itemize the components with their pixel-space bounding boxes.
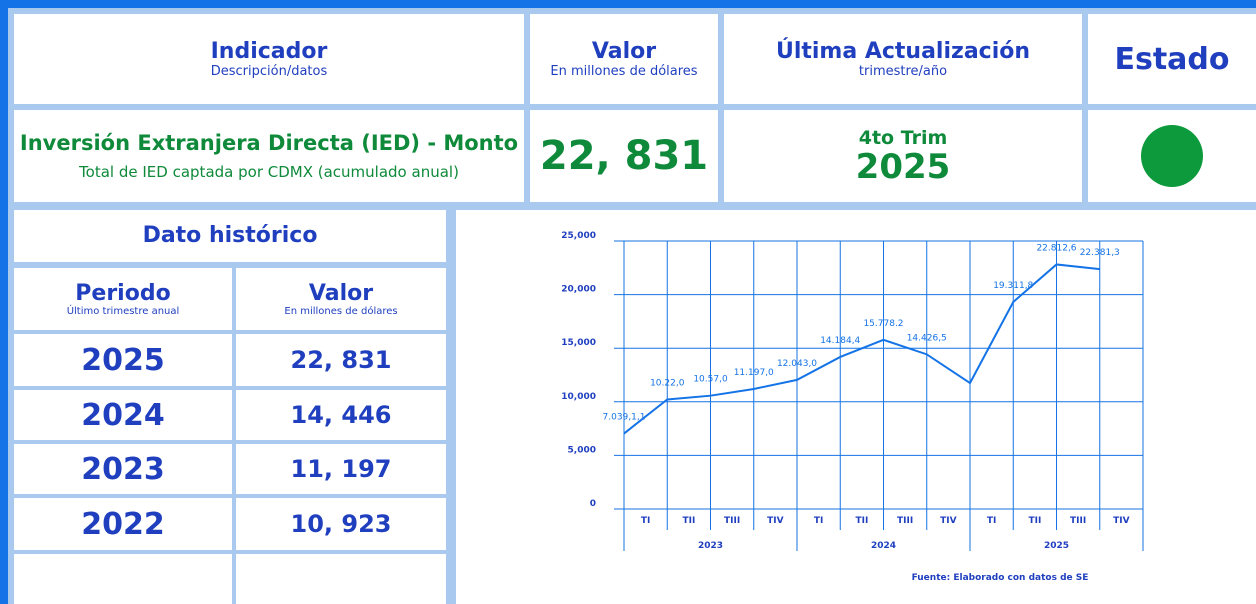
value-label: 7.039,1,1 — [603, 413, 646, 423]
value-label: 11.197,0 — [734, 368, 774, 378]
x-tick-label: TIV — [767, 516, 783, 526]
status-indicator — [1141, 125, 1203, 187]
indicator-cell: Inversión Extranjera Directa (IED) - Mon… — [14, 110, 524, 202]
history-value: 11, 197 — [290, 455, 392, 483]
empty-cell — [236, 554, 446, 604]
indicator-year: 2025 — [855, 147, 951, 187]
header-cell: Valor En millones de dólares — [530, 14, 718, 104]
col-subtitle: Último trimestre anual — [66, 305, 180, 317]
value-label: 14.184,4 — [820, 336, 860, 346]
value-label: 15.778.2 — [863, 319, 903, 329]
history-period: 2022 — [81, 506, 165, 542]
history-cell: 22, 831 — [236, 334, 446, 386]
history-cell: 2025 — [14, 334, 232, 386]
line — [623, 263, 1100, 435]
y-tick-label: 0 — [590, 499, 596, 509]
col-subtitle: En millones de dólares — [284, 305, 398, 317]
source-note: Fuente: Elaborado con datos de SE — [912, 573, 1089, 583]
history-period: 2024 — [81, 397, 165, 433]
x-tick-label: TIII — [1070, 516, 1086, 526]
history-period: 2025 — [81, 342, 165, 378]
value-label: 14.426,5 — [907, 333, 947, 343]
x-tick-label: TIV — [940, 516, 956, 526]
col-title: Periodo — [75, 280, 171, 306]
header-title: Valor — [591, 38, 657, 64]
history-cell: 10, 923 — [236, 498, 446, 550]
col-title: Valor — [308, 280, 374, 306]
y-tick-label: 25,000 — [561, 231, 596, 241]
value-label: 10.22,0 — [650, 378, 685, 388]
x-tick-label: TII — [682, 516, 695, 526]
x-group-label: 2023 — [698, 541, 723, 551]
x-group-label: 2024 — [871, 541, 896, 551]
header-cell: Última Actualización trimestre/año — [724, 14, 1082, 104]
value-label: 22.381,3 — [1080, 248, 1120, 258]
history-col-header: Valor En millones de dólares — [236, 268, 446, 330]
empty-cell — [14, 554, 232, 604]
update-cell: 4to Trim 2025 — [724, 110, 1082, 202]
chart-panel: 0 5,000 10,000 15,000 20,000 25,000 TI TII TIII T… — [456, 210, 1256, 604]
indicator-period: 4to Trim — [858, 127, 948, 149]
history-title-cell: Dato histórico — [14, 210, 446, 262]
y-tick-label: 15,000 — [561, 338, 596, 348]
history-cell: 2023 — [14, 444, 232, 494]
header-cell: Indicador Descripción/datos — [14, 14, 524, 104]
x-group-label: 2025 — [1044, 541, 1069, 551]
history-value: 22, 831 — [290, 346, 392, 374]
chart: 0 5,000 10,000 15,000 20,000 25,000 TI TII TIII T… — [561, 231, 1144, 583]
header-title: Última Actualización — [775, 38, 1031, 64]
history-col-header: Periodo Último trimestre anual — [14, 268, 232, 330]
history-value: 10, 923 — [290, 510, 392, 538]
header-subtitle: trimestre/año — [858, 63, 948, 79]
value-label: 12.043,0 — [777, 359, 817, 369]
header-subtitle: En millones de dólares — [550, 63, 698, 79]
x-tick-label: TII — [1028, 516, 1041, 526]
x-tick-label: TIII — [724, 516, 740, 526]
history-cell: 14, 446 — [236, 390, 446, 440]
x-tick-label: TIII — [897, 516, 913, 526]
indicator-name: Inversión Extranjera Directa (IED) - Mon… — [19, 131, 519, 155]
indicator-value: 22, 831 — [539, 133, 709, 179]
grid-bg: Indicador Descripción/datos Valor En mil… — [8, 8, 1256, 604]
header-cell: Estado — [1088, 14, 1256, 104]
history-cell: 2024 — [14, 390, 232, 440]
header-title: Indicador — [210, 38, 328, 64]
y-tick-label: 10,000 — [561, 392, 596, 402]
history-value: 14, 446 — [290, 401, 392, 429]
status-cell — [1088, 110, 1256, 202]
x-tick-label: TI — [641, 516, 651, 526]
value-label: 10.57,0 — [693, 375, 728, 385]
header-subtitle: Descripción/datos — [210, 63, 328, 79]
x-tick-label: TI — [987, 516, 997, 526]
y-tick-label: 5,000 — [568, 445, 596, 455]
x-tick-label: TIV — [1113, 516, 1129, 526]
history-cell: 11, 197 — [236, 444, 446, 494]
x-tick-label: TI — [814, 516, 824, 526]
history-cell: 2022 — [14, 498, 232, 550]
indicator-description: Total de IED captada por CDMX (acumulado… — [79, 163, 459, 181]
value-label: 22.812,6 — [1036, 243, 1076, 253]
x-tick-label: TII — [855, 516, 868, 526]
header-title: Estado — [1114, 41, 1230, 77]
value-label: 19.311,8 — [993, 281, 1033, 291]
y-tick-label: 20,000 — [561, 285, 596, 295]
history-period: 2023 — [81, 451, 165, 487]
history-title: Dato histórico — [142, 223, 318, 248]
value-cell: 22, 831 — [530, 110, 718, 202]
